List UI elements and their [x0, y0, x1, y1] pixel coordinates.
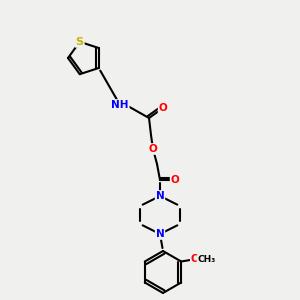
- Text: CH₃: CH₃: [197, 255, 215, 264]
- Text: O: O: [148, 144, 158, 154]
- Text: O: O: [191, 254, 200, 265]
- Text: N: N: [156, 191, 164, 201]
- Text: O: O: [159, 103, 167, 113]
- Text: N: N: [156, 229, 164, 239]
- Text: NH: NH: [111, 100, 129, 110]
- Text: O: O: [171, 175, 179, 185]
- Text: S: S: [76, 37, 84, 47]
